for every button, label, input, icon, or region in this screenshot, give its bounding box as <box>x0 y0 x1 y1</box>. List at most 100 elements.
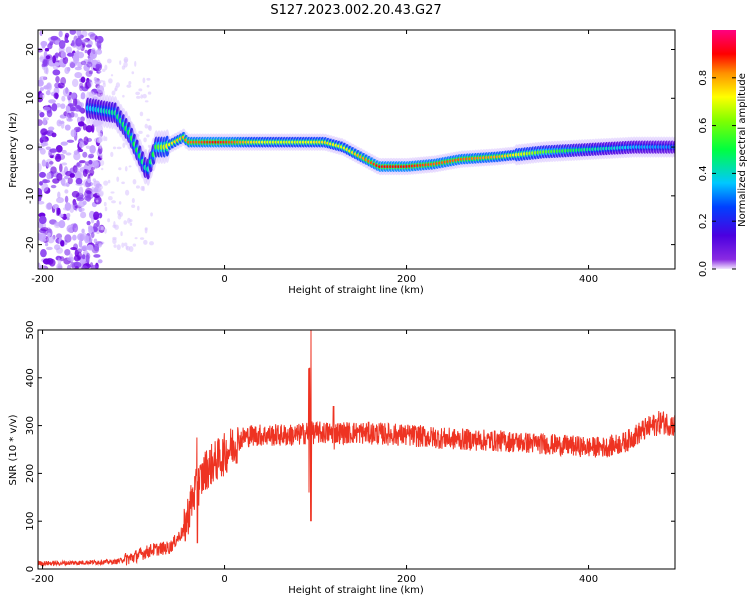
noise-blob <box>128 80 132 85</box>
noise-blob <box>70 92 77 100</box>
noise-blob <box>55 154 62 162</box>
noise-blob <box>100 226 105 231</box>
noise-blob <box>69 253 73 261</box>
y-tick-label: -10 <box>25 188 36 204</box>
noise-blob <box>122 142 126 148</box>
noise-blob <box>142 93 147 99</box>
noise-blob <box>38 119 43 126</box>
noise-blob <box>77 233 85 241</box>
noise-blob <box>107 179 111 184</box>
noise-blob <box>144 100 149 103</box>
noise-blob <box>134 237 138 240</box>
noise-blob <box>39 92 45 100</box>
noise-blob <box>121 242 125 248</box>
noise-blob <box>91 186 95 195</box>
noise-blob <box>71 40 75 47</box>
noise-blob <box>60 178 66 186</box>
noise-blob <box>96 40 102 49</box>
noise-blob <box>89 33 97 40</box>
noise-blob <box>131 71 135 75</box>
noise-blob <box>108 78 113 84</box>
noise-blob <box>75 37 83 47</box>
noise-blob <box>113 244 117 248</box>
x-tick-label: 400 <box>579 274 598 285</box>
noise-blob <box>58 30 63 38</box>
noise-blob <box>84 81 92 90</box>
noise-blob <box>90 48 96 55</box>
noise-blob <box>139 111 144 117</box>
noise-blob <box>53 92 59 99</box>
colorbar: 0.0 0.2 0.4 0.6 0.8 Normalized spectral ampl… <box>698 30 748 277</box>
noise-blob <box>70 129 77 138</box>
noise-blob <box>85 145 91 149</box>
noise-blob <box>126 84 132 88</box>
y-tick-label: 10 <box>25 92 36 105</box>
noise-blob <box>86 244 94 251</box>
noise-blob <box>85 254 90 264</box>
noise-blob <box>97 132 101 136</box>
noise-blob <box>123 242 128 247</box>
noise-blob <box>136 95 141 99</box>
noise-blob <box>38 215 47 225</box>
noise-blob <box>140 94 143 99</box>
noise-blob <box>112 146 117 150</box>
noise-blob <box>73 54 80 64</box>
noise-blob <box>64 124 71 131</box>
noise-blob <box>110 191 115 194</box>
noise-blob <box>91 123 95 133</box>
noise-blob <box>73 152 81 161</box>
noise-blob <box>127 217 131 224</box>
noise-blob <box>118 167 122 171</box>
noise-blob <box>147 91 152 95</box>
noise-blob <box>93 76 98 82</box>
noise-blob <box>90 217 95 224</box>
noise-blob <box>76 30 82 37</box>
noise-blob <box>143 239 148 245</box>
noise-blob <box>64 202 72 211</box>
noise-blob <box>85 125 93 133</box>
noise-blob <box>66 224 75 233</box>
noise-blob <box>80 116 85 122</box>
noise-blob <box>85 187 93 194</box>
noise-blob <box>61 162 68 166</box>
noise-blob <box>43 117 50 121</box>
snr-y-label: SNR (10 * v/v) <box>8 414 19 485</box>
noise-blob <box>95 48 103 55</box>
noise-blob <box>50 184 57 189</box>
noise-blob <box>78 207 83 213</box>
noise-blob <box>55 103 61 108</box>
noise-blob <box>99 159 105 166</box>
colorbar-gradient <box>712 30 736 269</box>
noise-blob <box>42 58 50 68</box>
noise-blob <box>70 246 78 251</box>
noise-blob <box>146 84 150 88</box>
noise-blob <box>62 56 69 65</box>
noise-blob <box>64 175 69 180</box>
noise-blob <box>56 172 63 181</box>
noise-blob <box>69 173 75 178</box>
noise-blob <box>38 142 41 147</box>
y-tick-label: 20 <box>25 43 36 56</box>
y-tick-label: 0 <box>25 566 36 572</box>
noise-blob <box>116 146 122 150</box>
noise-blob <box>69 30 77 35</box>
noise-blob <box>132 243 137 247</box>
noise-blob <box>61 149 67 154</box>
noise-blob <box>69 111 75 118</box>
noise-blob <box>139 237 145 240</box>
noise-blob <box>88 159 93 165</box>
noise-blob <box>98 79 104 83</box>
colorbar-tick-label: 0.0 <box>698 261 709 277</box>
noise-blob <box>101 68 106 72</box>
noise-blob <box>65 152 72 156</box>
noise-blob <box>73 113 79 118</box>
noise-blob <box>138 88 143 92</box>
noise-blob <box>107 196 113 201</box>
colorbar-tick-label: 0.4 <box>698 165 709 181</box>
noise-blob <box>46 109 53 118</box>
noise-blob <box>56 247 63 254</box>
noise-blob <box>98 70 102 73</box>
noise-blob <box>93 222 98 232</box>
noise-blob <box>70 262 76 268</box>
noise-blob <box>81 245 89 251</box>
